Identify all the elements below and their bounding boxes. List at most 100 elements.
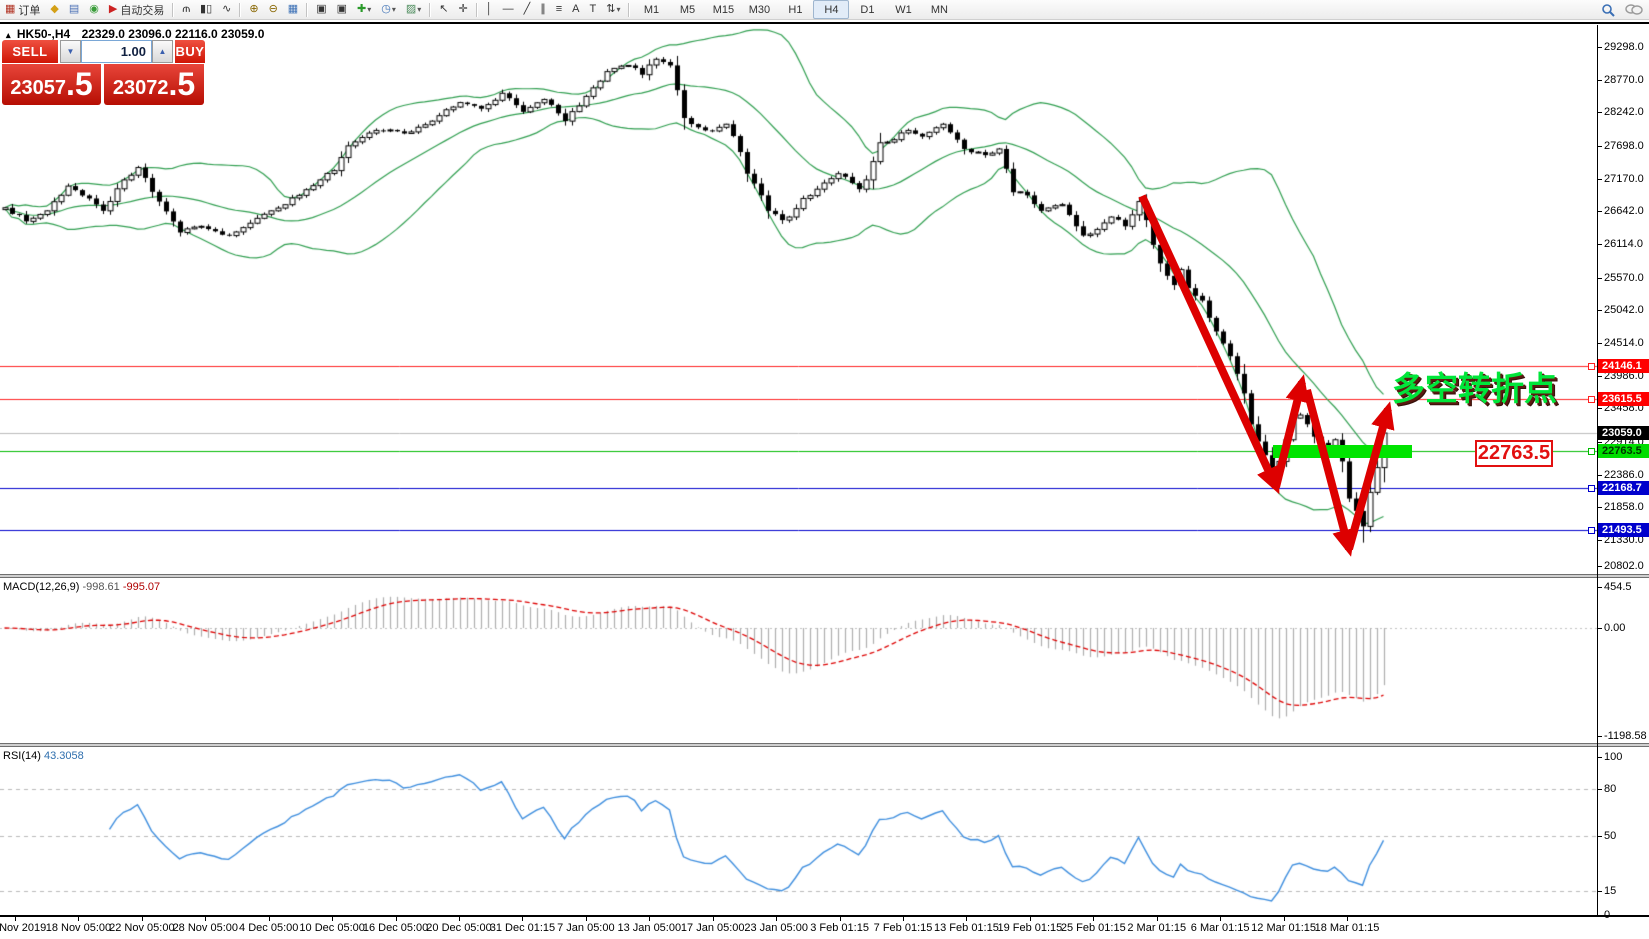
print-icon[interactable]: ▤ [68,3,80,15]
arrows-tool-button[interactable]: ⇅ ▾ [606,3,621,15]
time-tick-label: 13 Jan 05:00 [617,922,682,934]
time-tick-mark [1347,917,1349,921]
rsi-tick-label: 100 [1604,751,1623,763]
volume-decrease-button[interactable]: ▼ [60,40,81,63]
time-tick-label: 18 Nov 05:00 [45,922,112,934]
channel-button[interactable]: ∥ [540,3,546,15]
timeframe-m1[interactable]: M1 [643,3,660,16]
time-tick-label: 12 Nov 2019 [0,922,47,934]
text-button[interactable]: A [572,3,580,15]
price-tick-label: 26642.0 [1604,205,1644,218]
price-tick-label: 22386.0 [1604,468,1644,481]
hline-handle[interactable] [1588,448,1595,456]
line-chart-mode-button[interactable]: ∿ [222,3,232,15]
macd-tick-label: -1198.58 [1604,729,1647,742]
price-callout-box[interactable]: 22763.5 [1475,440,1553,467]
time-tick-mark [649,917,651,921]
timeframe-m5[interactable]: M5 [679,3,696,16]
timeframe-h4[interactable]: H4 [813,0,850,19]
price-tick-label: 27170.0 [1604,172,1644,185]
label-button[interactable]: T [589,3,597,15]
time-tick-label: 3 Feb 01:15 [810,922,869,934]
toolbar-separator [172,2,175,17]
new-chart-button[interactable]: ✚ ▾ [357,3,372,15]
price-tick-mark [1597,277,1602,279]
timeframe-mn[interactable]: MN [930,3,948,16]
time-tick-label: 22 Nov 05:00 [109,922,175,934]
timeframe-h1[interactable]: H1 [788,3,803,16]
signal-icon[interactable]: ◉ [89,3,99,15]
volume-input[interactable]: 1.00 [81,40,152,63]
crosshair-button[interactable]: ✛ [458,3,468,15]
timeframe-m15[interactable]: M15 [712,3,735,16]
price-tick-mark [1597,178,1602,180]
price-tick-mark [1597,145,1602,147]
time-tick-label: 10 Dec 05:00 [299,922,365,934]
cascade-button[interactable]: ▣ [316,3,327,15]
toolbar-separator [429,2,432,17]
zoom-in-button[interactable]: ⊕ [249,3,259,15]
bar-chart-mode-button[interactable]: ⫙ [182,3,191,15]
hline-button[interactable]: — [502,3,514,15]
time-tick-mark [395,917,397,921]
candle-chart-mode-button[interactable]: ▮▯ [200,3,213,15]
time-tick-mark [966,917,968,921]
fibonacci-button[interactable]: ≡ [555,3,563,15]
price-badge-23615.5: 23615.5 [1598,391,1649,406]
new-order-button[interactable]: ▦ 订单 [5,3,41,17]
time-tick-mark [776,917,778,921]
rsi-label: RSI(14) 43.3058 [3,750,84,762]
macd-tick-label: 0.00 [1604,622,1626,634]
price-tick-mark [1597,408,1602,410]
volume-increase-button[interactable]: ▲ [152,40,173,63]
macd-pane-separator[interactable] [0,574,1649,578]
arrange-button[interactable]: ▣ [336,3,347,15]
tile-windows-button[interactable]: ▦ [287,3,299,15]
symbol-collapse-icon[interactable]: ▴ [6,30,11,40]
zoom-out-button[interactable]: ⊖ [268,3,278,15]
time-tick-mark [585,917,587,921]
timeframe-d1[interactable]: D1 [860,3,875,16]
templates-button[interactable]: ▨ ▾ [405,3,422,15]
buy-price[interactable]: 23072.5 [104,64,204,105]
price-tick-mark [1597,47,1602,48]
macd-label: MACD(12,26,9) -998.61 -995.07 [3,581,161,593]
turning-point-annotation[interactable]: 多空转折点 [1392,370,1557,407]
trendline-button[interactable]: ╱ [523,3,531,15]
hline-handle[interactable] [1588,362,1595,370]
search-icon[interactable] [1601,3,1615,17]
time-tick-mark [903,917,905,921]
price-tick-label: 21330.0 [1604,534,1644,546]
sell-price[interactable]: 23057.5 [2,64,101,105]
vline-button[interactable]: │ [485,3,493,15]
price-axis-line [1597,25,1598,916]
price-tick-label: 29298.0 [1604,41,1644,53]
macd-tick-mark [1597,735,1602,737]
hline-handle[interactable] [1588,526,1595,534]
price-tick-label: 27698.0 [1604,139,1644,152]
time-tick-mark [141,917,143,921]
cursor-button[interactable]: ↖ [439,3,449,15]
hline-handle[interactable] [1588,485,1595,493]
autotrade-button[interactable]: ▶ 自动交易 [108,3,165,17]
chat-icon[interactable] [1625,3,1643,17]
rsi-pane-separator[interactable] [0,743,1649,747]
price-badge-22763.5: 22763.5 [1598,444,1649,459]
rsi-tick-mark [1597,836,1602,837]
rsi-tick-label: 15 [1604,885,1617,898]
sell-button[interactable]: SELL [2,40,58,63]
toolbar-separator [306,2,309,17]
hline-handle[interactable] [1588,395,1595,403]
time-tick-label: 13 Feb 01:15 [934,922,999,934]
profiles-button[interactable]: ◷ ▾ [381,3,396,15]
timeframe-m30[interactable]: M30 [748,3,771,16]
time-tick-label: 20 Dec 05:00 [426,922,492,934]
price-tick-mark [1597,342,1602,344]
buy-button[interactable]: BUY [175,40,205,63]
gold-icon[interactable]: ◆ [50,3,59,15]
time-tick-mark [15,917,16,921]
time-tick-mark [1283,917,1285,921]
price-tick-label: 28242.0 [1604,106,1644,119]
timeframe-w1[interactable]: W1 [895,3,912,16]
